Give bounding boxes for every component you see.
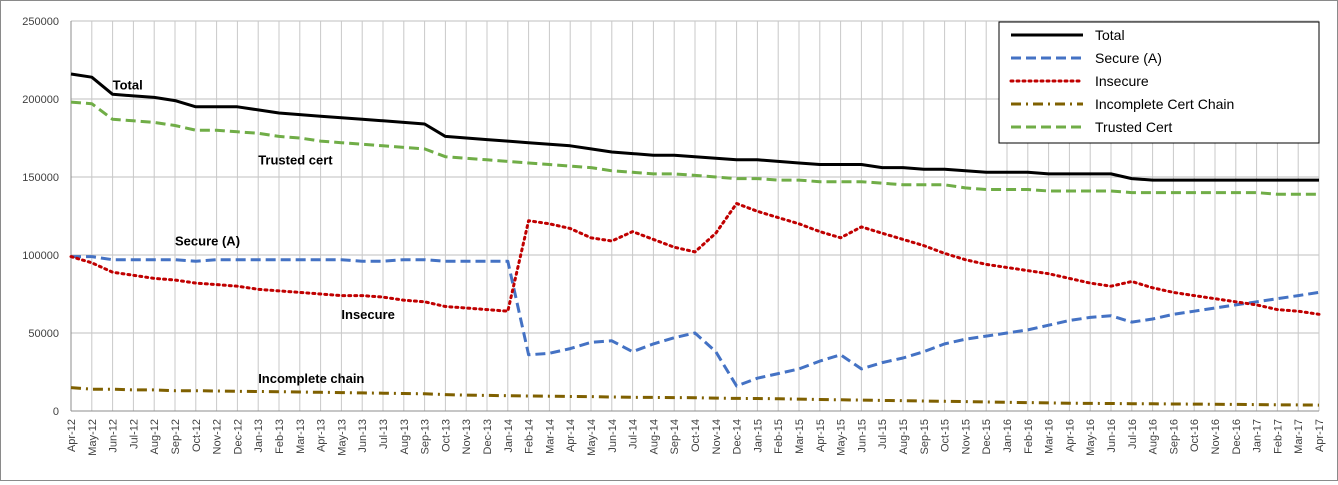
x-tick-label: Aug-13: [399, 419, 411, 454]
legend: Total Secure (A) Insecure Incomplete Cert C…: [998, 21, 1320, 144]
x-tick-label: Sep-12: [170, 419, 182, 454]
x-tick-label: Dec-16: [1231, 419, 1243, 454]
x-tick-label: Sep-15: [919, 419, 931, 454]
annotations: Total Trusted cert Secure (A) Insecure Incom…: [113, 78, 395, 386]
x-tick-label: Jun-14: [607, 419, 619, 453]
x-tick-label: Oct-12: [191, 419, 203, 452]
x-tick-label: May-12: [87, 419, 99, 456]
x-tick-label: Jun-16: [1106, 419, 1118, 453]
annotation-label: Trusted cert: [258, 153, 333, 168]
x-tick-label: Jun-12: [108, 419, 120, 453]
x-tick-label: Nov-14: [711, 419, 723, 454]
y-tick-label: 50000: [28, 328, 59, 340]
x-tick-label: May-14: [586, 419, 598, 456]
x-tick-label: Dec-14: [732, 419, 744, 454]
x-tick-label: Mar-16: [1044, 419, 1056, 454]
x-tick-label: Jul-12: [128, 419, 140, 449]
x-tick-label: Dec-15: [981, 419, 993, 454]
x-tick-label: Jul-15: [877, 419, 889, 449]
x-tick-label: Jul-14: [628, 419, 640, 449]
x-tick-label: Jan-16: [1002, 419, 1014, 453]
x-tick-label: Aug-14: [648, 419, 660, 454]
x-tick-label: Jan-13: [253, 419, 265, 453]
legend-label: Total: [1095, 27, 1125, 43]
x-tick-label: Apr-17: [1314, 419, 1326, 452]
y-tick-label: 100000: [22, 250, 59, 262]
x-tick-label: Jan-17: [1252, 419, 1264, 453]
x-tick-label: Mar-15: [794, 419, 806, 454]
legend-label: Trusted Cert: [1095, 119, 1172, 135]
x-tick-label: Dec-13: [482, 419, 494, 454]
x-tick-label: Jun-13: [357, 419, 369, 453]
x-tick-label: Jan-14: [503, 419, 515, 453]
x-tick-label: Apr-14: [565, 419, 577, 452]
x-tick-label: Aug-12: [149, 419, 161, 454]
x-tick-label: Feb-17: [1272, 419, 1284, 454]
x-tick-label: Feb-15: [773, 419, 785, 454]
x-tick-label: Aug-16: [1148, 419, 1160, 454]
x-tick-label: Dec-12: [232, 419, 244, 454]
x-tick-label: Nov-12: [212, 419, 224, 454]
x-tick-label: Nov-13: [461, 419, 473, 454]
x-tick-label: May-16: [1085, 419, 1097, 456]
series-line-incomplete-cert-chain: [70, 386, 1320, 407]
x-tick-label: Aug-15: [898, 419, 910, 454]
y-tick-label: 250000: [22, 16, 59, 28]
x-tick-label: Oct-15: [940, 419, 952, 452]
x-tick-label: Feb-14: [524, 419, 536, 454]
series-line-insecure: [69, 202, 1321, 316]
series-line-trusted-cert: [70, 100, 1319, 196]
x-tick-label: Mar-13: [295, 419, 307, 454]
x-tick-label: Jun-15: [856, 419, 868, 453]
x-tick-label: May-13: [336, 419, 348, 456]
x-tick-label: Mar-17: [1293, 419, 1305, 454]
x-tick-label: Mar-14: [544, 419, 556, 454]
x-tick-label: Feb-13: [274, 419, 286, 454]
annotation-label: Insecure: [341, 307, 394, 322]
annotation-label: Total: [113, 78, 143, 93]
x-tick-label: Jan-15: [752, 419, 764, 453]
annotation-label: Secure (A): [175, 234, 240, 249]
y-tick-label: 0: [53, 406, 59, 418]
x-tick-label: May-15: [836, 419, 848, 456]
x-tick-label: Sep-13: [420, 419, 432, 454]
x-tick-label: Apr-16: [1064, 419, 1076, 452]
x-tick-label: Oct-14: [690, 419, 702, 452]
x-tick-label: Jul-16: [1127, 419, 1139, 449]
y-tick-label: 150000: [22, 172, 59, 184]
x-tick-label: Sep-14: [669, 419, 681, 454]
x-tick-label: Oct-16: [1189, 419, 1201, 452]
annotation-label: Incomplete chain: [258, 371, 364, 386]
x-tick-label: Feb-16: [1023, 419, 1035, 454]
x-tick-label: Apr-13: [316, 419, 328, 452]
x-tick-label: Nov-15: [960, 419, 972, 454]
x-tick-label: Apr-15: [815, 419, 827, 452]
legend-label: Incomplete Cert Chain: [1095, 96, 1234, 112]
series-lines: [69, 72, 1321, 407]
x-tick-label: Sep-16: [1168, 419, 1180, 454]
x-tick-label: Oct-13: [440, 419, 452, 452]
legend-label: Insecure: [1095, 73, 1149, 89]
series-line-total: [70, 72, 1319, 182]
axes: 0 50000 100000 150000 200000 250000 Apr-12 May-…: [22, 16, 1326, 456]
y-tick-label: 200000: [22, 94, 59, 106]
x-tick-label: Apr-12: [66, 419, 78, 452]
series-line-secure-a: [71, 255, 1320, 388]
x-tick-label: Jul-13: [378, 419, 390, 449]
legend-label: Secure (A): [1095, 50, 1162, 66]
x-tick-label: Nov-16: [1210, 419, 1222, 454]
legend-box: [998, 21, 1320, 144]
